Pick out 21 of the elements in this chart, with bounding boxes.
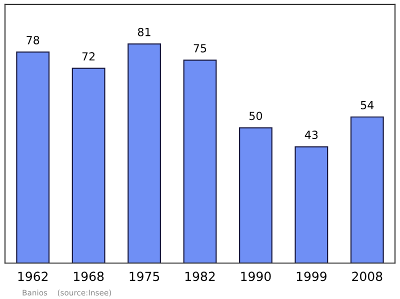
x-tick-label: 1962 — [18, 272, 48, 282]
bar — [128, 43, 161, 264]
x-tick-label: 1982 — [185, 272, 215, 282]
bar — [183, 60, 217, 264]
data-label: 78 — [26, 36, 40, 44]
bar — [72, 68, 106, 264]
x-tick-label: 1975 — [130, 272, 160, 282]
x-tick-label: 1990 — [241, 272, 271, 282]
bar — [350, 116, 384, 264]
bar — [16, 52, 50, 264]
x-tick-label: 2008 — [352, 272, 382, 282]
data-label: 43 — [304, 130, 318, 140]
data-label: 75 — [194, 44, 206, 52]
bar — [239, 127, 272, 264]
x-tick-label: 1999 — [296, 272, 326, 282]
data-label: 54 — [360, 101, 374, 110]
data-label: 50 — [250, 112, 262, 120]
bar — [294, 146, 328, 264]
data-label: 81 — [138, 28, 150, 36]
x-tick-label: 1968 — [74, 272, 104, 282]
data-label: 72 — [82, 52, 95, 60]
